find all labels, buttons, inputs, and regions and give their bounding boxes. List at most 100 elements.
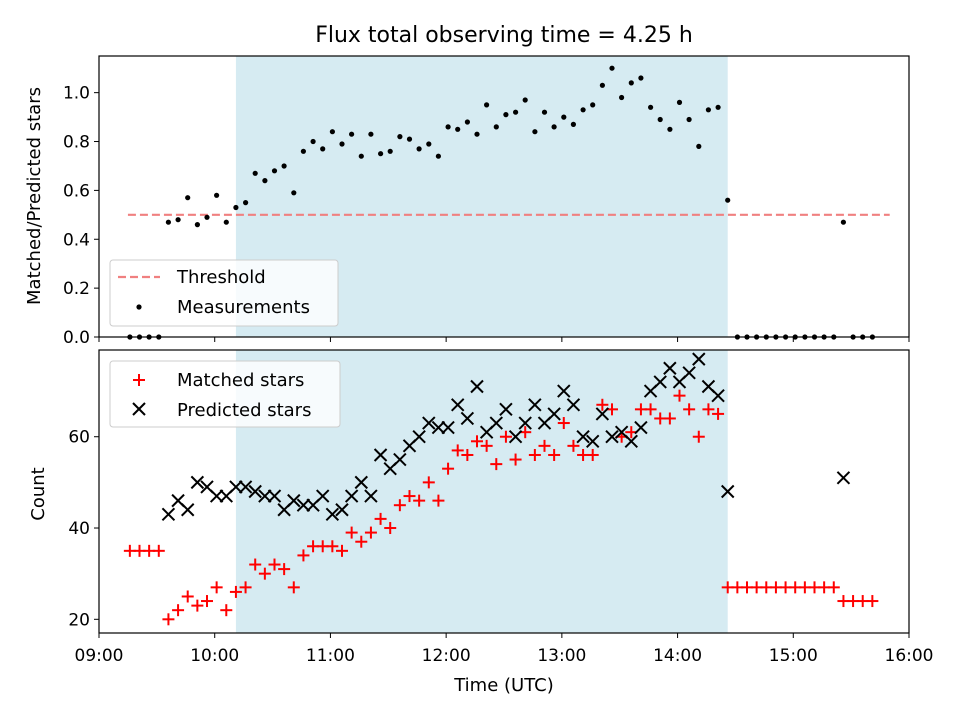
matched-star-point xyxy=(509,453,522,466)
matched-star-point xyxy=(422,476,435,489)
measurement-point xyxy=(638,75,644,81)
measurement-point xyxy=(300,148,306,154)
top-panel: 0.0 0.2 0.4 0.6 0.8 1.0 Matched/Predicted sta… xyxy=(24,55,910,348)
predicted-star-point xyxy=(489,416,503,430)
measurement-point xyxy=(455,126,461,132)
predicted-star-point xyxy=(190,475,205,490)
x-tick-label: 13:00 xyxy=(537,646,586,666)
predicted-star-point xyxy=(595,407,610,421)
matched-star-point xyxy=(268,558,281,571)
matched-star-point xyxy=(567,439,580,452)
matched-star-point xyxy=(172,604,185,617)
predicted-star-point xyxy=(836,471,851,485)
measurement-point xyxy=(464,119,470,125)
matched-star-point xyxy=(220,604,233,617)
matched-star-point xyxy=(692,430,705,443)
matched-star-point xyxy=(258,567,271,580)
matched-star-point xyxy=(596,398,609,411)
predicted-star-point xyxy=(354,475,368,490)
measurement-point xyxy=(194,222,200,228)
measurement-point xyxy=(223,219,229,225)
x-tick-label: 12:00 xyxy=(422,646,471,666)
bottom-panel: 09:00 10:00 11:00 12:00 13:00 14:00 15:00 16:00… xyxy=(28,349,934,696)
predicted-star-point xyxy=(692,352,706,366)
predicted-star-point xyxy=(364,489,378,503)
matched-star-point xyxy=(249,558,262,571)
measurement-point xyxy=(435,153,441,159)
x-tick-label: 10:00 xyxy=(190,646,239,666)
matched-star-point xyxy=(297,549,310,562)
matched-star-point xyxy=(644,403,657,416)
predicted-star-point xyxy=(547,407,561,421)
top-y-axis-label: Matched/Predicted stars xyxy=(24,87,45,305)
predicted-star-point xyxy=(557,384,571,398)
predicted-star-point xyxy=(287,493,301,508)
predicted-star-point xyxy=(325,507,340,522)
matched-star-point xyxy=(471,435,483,448)
predicted-star-point xyxy=(451,398,465,412)
matched-star-point xyxy=(673,389,686,402)
predicted-star-point xyxy=(721,484,735,499)
predicted-star-point xyxy=(586,434,600,448)
matched-star-point xyxy=(413,494,426,507)
measurement-point xyxy=(648,104,654,110)
measurement-point xyxy=(426,141,432,147)
legend-matched-label: Matched stars xyxy=(177,370,304,391)
x-axis-label: Time (UTC) xyxy=(453,675,554,696)
matched-star-point xyxy=(827,581,840,594)
bottom-legend: Matched stars Predicted stars xyxy=(109,360,341,428)
measurement-point xyxy=(320,146,326,152)
measurement-point xyxy=(676,99,683,105)
predicted-star-point xyxy=(209,489,224,503)
x-tick-label: 11:00 xyxy=(306,646,355,666)
predicted-star-point xyxy=(422,416,436,430)
bottom-legend-box xyxy=(109,360,341,428)
matched-star-point xyxy=(374,512,387,525)
matched-star-point xyxy=(384,522,397,535)
chart-title: Flux total observing time = 4.25 h xyxy=(315,23,693,48)
measurement-point xyxy=(271,168,278,174)
measurement-point xyxy=(619,94,625,101)
predicted-star-point xyxy=(528,398,542,412)
measurement-point xyxy=(705,107,712,113)
measurement-point xyxy=(175,217,181,223)
matched-star-point xyxy=(712,407,725,420)
top-legend: Threshold Measurements xyxy=(109,259,339,327)
measurement-point xyxy=(378,151,384,157)
matched-star-point xyxy=(557,417,570,430)
measurement-point xyxy=(474,131,480,137)
predicted-star-point xyxy=(431,420,446,435)
measurement-point xyxy=(513,109,519,115)
matched-star-point xyxy=(355,535,368,548)
predicted-star-point xyxy=(518,416,532,430)
bottom-y-axis-label: Count xyxy=(28,467,49,520)
matched-star-point xyxy=(442,462,455,475)
matched-star-point xyxy=(287,581,300,594)
matched-star-point xyxy=(586,448,599,461)
predicted-star-point xyxy=(711,388,725,403)
matched-star-point xyxy=(432,494,445,507)
matched-star-point xyxy=(152,544,165,557)
measurement-point xyxy=(686,116,692,123)
predicted-star-point xyxy=(335,503,349,517)
matched-star-point xyxy=(393,499,406,512)
matched-star-point xyxy=(490,458,503,471)
predicted-star-point xyxy=(605,430,619,444)
measurement-point xyxy=(725,197,731,203)
measurement-point xyxy=(291,190,297,196)
predicted-star-point xyxy=(248,484,262,499)
predicted-star-point xyxy=(682,366,696,380)
measurement-point xyxy=(493,124,499,130)
predicted-star-point xyxy=(460,411,475,426)
measurement-point xyxy=(609,65,615,71)
measurement-point xyxy=(165,219,171,225)
matched-star-point xyxy=(345,526,358,539)
top-y-tick-label: 0.8 xyxy=(63,133,90,153)
matched-star-point xyxy=(866,595,879,608)
measurement-point xyxy=(406,136,413,142)
measurement-point xyxy=(349,131,355,137)
measurement-point xyxy=(522,97,528,103)
legend-predicted-label: Predicted stars xyxy=(177,400,311,421)
predicted-star-point xyxy=(373,448,388,462)
